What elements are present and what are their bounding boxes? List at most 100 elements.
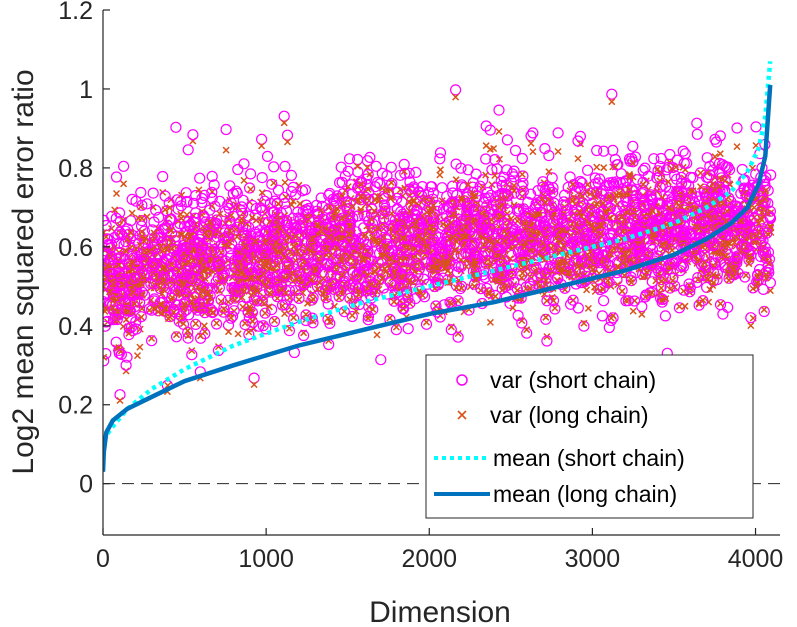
point-long-var xyxy=(137,313,145,321)
point-short-var xyxy=(272,184,284,196)
point-short-var xyxy=(324,317,336,329)
point-short-var xyxy=(117,160,130,172)
point-long-var xyxy=(258,142,266,150)
point-short-var xyxy=(261,150,274,162)
point-long-var xyxy=(574,155,582,163)
point-long-var xyxy=(192,320,200,328)
point-short-var xyxy=(198,189,210,201)
point-short-var xyxy=(731,122,743,134)
point-long-var xyxy=(326,318,334,326)
point-short-var xyxy=(244,182,256,194)
point-long-var xyxy=(675,302,683,311)
point-short-var xyxy=(693,299,705,311)
point-long-var xyxy=(580,319,588,327)
point-short-var xyxy=(157,170,169,183)
point-short-var xyxy=(182,332,194,344)
point-short-var xyxy=(707,275,720,287)
point-short-var xyxy=(146,335,158,347)
point-short-var xyxy=(259,307,271,319)
point-long-var xyxy=(188,347,196,355)
point-long-var xyxy=(184,332,192,340)
point-short-var xyxy=(110,336,122,348)
point-short-var xyxy=(361,155,373,167)
point-short-var xyxy=(194,172,206,184)
point-short-var xyxy=(606,88,618,100)
point-long-var xyxy=(392,323,400,331)
point-long-var xyxy=(213,319,221,327)
point-long-var xyxy=(654,181,662,189)
point-long-var xyxy=(433,213,441,221)
point-short-var xyxy=(667,162,679,174)
point-long-var xyxy=(529,148,537,156)
point-short-var xyxy=(245,168,257,180)
point-long-var xyxy=(714,249,722,257)
point-short-var xyxy=(516,152,528,165)
point-short-var xyxy=(182,326,194,338)
point-short-var xyxy=(402,323,414,335)
point-short-var xyxy=(517,177,529,189)
point-short-var xyxy=(206,186,218,198)
point-short-var xyxy=(420,318,433,330)
point-short-var xyxy=(146,304,158,316)
point-short-var xyxy=(390,324,402,336)
point-short-var xyxy=(677,145,689,157)
point-short-var xyxy=(217,306,229,318)
point-short-var xyxy=(256,133,268,145)
point-long-var xyxy=(699,296,707,304)
point-long-var xyxy=(716,300,725,308)
point-short-var xyxy=(493,104,505,116)
point-short-var xyxy=(625,275,638,287)
point-short-var xyxy=(346,310,358,323)
point-long-var xyxy=(108,224,116,233)
point-short-var xyxy=(136,199,148,211)
point-long-var xyxy=(112,189,121,198)
point-short-var xyxy=(182,144,194,156)
point-short-var xyxy=(150,204,162,216)
point-long-var xyxy=(706,285,714,294)
point-short-var xyxy=(170,331,183,343)
point-long-var xyxy=(295,296,303,304)
point-long-var xyxy=(222,146,230,154)
point-short-var xyxy=(199,307,211,319)
point-long-var xyxy=(122,367,130,375)
point-short-var xyxy=(444,296,456,308)
point-short-var xyxy=(664,148,676,161)
point-short-var xyxy=(434,147,447,159)
point-long-var xyxy=(270,316,279,325)
point-short-var xyxy=(486,164,498,176)
point-short-var xyxy=(285,169,297,181)
point-long-var xyxy=(386,314,394,322)
point-short-var xyxy=(278,110,290,122)
point-long-var xyxy=(289,277,297,286)
point-long-var xyxy=(618,287,626,295)
point-short-var xyxy=(578,320,590,332)
point-short-var xyxy=(636,301,648,313)
point-short-var xyxy=(434,153,446,165)
point-short-var xyxy=(268,315,281,328)
point-short-var xyxy=(281,129,294,141)
point-long-var xyxy=(224,328,233,336)
point-long-var xyxy=(247,185,255,193)
point-short-var xyxy=(605,314,617,327)
point-short-var xyxy=(228,305,240,317)
point-short-var xyxy=(113,237,125,249)
point-short-var xyxy=(758,305,770,318)
point-short-var xyxy=(190,318,202,330)
scatter-layer xyxy=(103,84,777,405)
point-short-var xyxy=(326,211,338,223)
point-short-var xyxy=(447,180,459,192)
point-short-var xyxy=(230,185,242,197)
point-short-var xyxy=(450,280,463,292)
point-long-var xyxy=(543,333,551,341)
point-long-var xyxy=(116,396,124,405)
point-long-var xyxy=(462,263,470,271)
point-short-var xyxy=(261,190,273,202)
point-long-var xyxy=(200,322,208,330)
point-long-var xyxy=(716,150,724,158)
point-short-var xyxy=(153,211,165,223)
point-short-var xyxy=(147,187,159,199)
point-long-var xyxy=(120,180,128,188)
point-short-var xyxy=(343,153,356,165)
point-short-var xyxy=(508,165,520,177)
